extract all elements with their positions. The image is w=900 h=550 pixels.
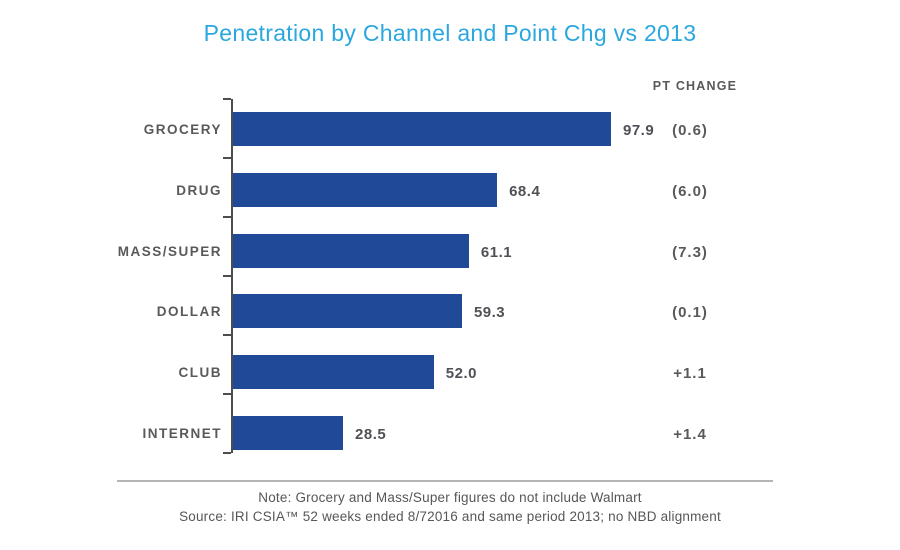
footnote-walmart: Note: Grocery and Mass/Super figures do … (258, 490, 642, 505)
footer-divider-line (117, 480, 773, 482)
pt-change-column-header: PT CHANGE (652, 79, 738, 93)
footnote-source: Source: IRI CSIA™ 52 weeks ended 8/72016… (179, 509, 721, 524)
y-axis-line (231, 99, 233, 453)
value-label-internet: 28.5 (355, 426, 387, 443)
axis-tick (223, 275, 231, 277)
bar-mass-super (233, 233, 469, 268)
bar-internet (233, 416, 344, 450)
chart-title: Penetration by Channel and Point Chg vs … (203, 20, 697, 46)
category-label-mass-super: MASS/SUPER (117, 243, 222, 259)
axis-tick (223, 393, 231, 395)
pt-change-dollar: (0.1) (672, 304, 708, 322)
bar-drug (233, 172, 498, 207)
value-label-grocery: 97.9 (623, 122, 655, 139)
category-label-dollar: DOLLAR (156, 304, 222, 320)
bar-dollar (233, 294, 462, 329)
category-label-grocery: GROCERY (143, 122, 222, 137)
axis-tick (223, 98, 231, 100)
value-label-dollar: 59.3 (473, 304, 506, 322)
value-label-mass-super: 61.1 (480, 243, 513, 261)
bar-club (233, 355, 434, 390)
pt-change-internet: +1.4 (673, 426, 707, 443)
category-label-drug: DRUG (176, 182, 222, 198)
axis-tick (223, 216, 231, 218)
value-label-club: 52.0 (445, 365, 477, 383)
axis-tick (223, 157, 231, 159)
bar-grocery (233, 112, 611, 146)
value-label-drug: 68.4 (509, 182, 541, 200)
pt-change-drug: (6.0) (672, 182, 708, 200)
category-label-club: CLUB (178, 365, 222, 381)
pt-change-grocery: (0.6) (672, 122, 708, 139)
category-label-internet: INTERNET (142, 426, 222, 441)
pt-change-mass-super: (7.3) (672, 243, 708, 261)
axis-tick (223, 334, 231, 336)
axis-tick (223, 452, 231, 454)
pt-change-club: +1.1 (673, 365, 707, 383)
